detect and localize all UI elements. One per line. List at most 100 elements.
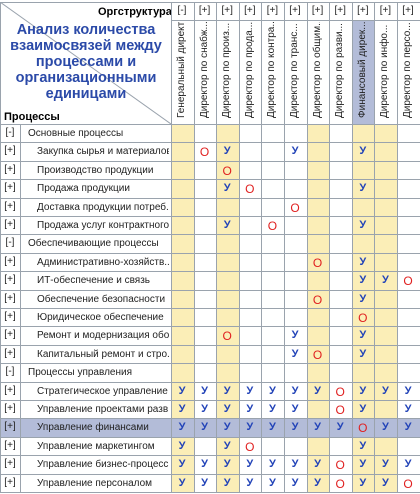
- relation-mark-o[interactable]: О: [290, 200, 300, 215]
- relation-mark-u[interactable]: У: [359, 255, 367, 268]
- relation-mark-u[interactable]: У: [246, 384, 254, 397]
- process-row-label[interactable]: Закупка сырья и материалов: [37, 146, 169, 158]
- process-row-label[interactable]: Юридическое обеспечение: [37, 312, 164, 323]
- relation-mark-u[interactable]: У: [246, 403, 254, 415]
- relation-mark-o[interactable]: О: [312, 347, 323, 362]
- relation-mark-u[interactable]: У: [359, 439, 367, 452]
- relation-mark-u[interactable]: У: [223, 458, 231, 471]
- row-toggle[interactable]: [+]: [4, 182, 16, 194]
- process-row-label[interactable]: Продажа продукции: [37, 183, 130, 195]
- column-header-label[interactable]: Директор по разви...: [334, 23, 346, 118]
- column-toggle[interactable]: [+]: [244, 5, 256, 16]
- relation-mark-u[interactable]: У: [314, 476, 322, 489]
- relation-mark-u[interactable]: У: [404, 384, 412, 397]
- row-toggle[interactable]: [+]: [4, 219, 16, 230]
- column-toggle[interactable]: [+]: [221, 5, 233, 16]
- relation-mark-u[interactable]: У: [359, 476, 367, 489]
- relation-mark-u[interactable]: У: [246, 476, 254, 489]
- row-toggle[interactable]: [+]: [4, 476, 16, 488]
- relation-mark-o[interactable]: О: [312, 255, 323, 270]
- relation-mark-u[interactable]: У: [178, 384, 186, 397]
- row-toggle[interactable]: [+]: [4, 292, 16, 304]
- relation-mark-u[interactable]: У: [291, 145, 299, 158]
- relation-mark-u[interactable]: У: [268, 421, 276, 434]
- relation-mark-o[interactable]: О: [199, 145, 210, 160]
- column-header-label[interactable]: Директор по прода...: [243, 22, 255, 118]
- process-row-label[interactable]: Ремонт и модернизация обо...: [37, 330, 169, 342]
- relation-mark-u[interactable]: У: [178, 458, 186, 471]
- row-toggle[interactable]: [-]: [5, 127, 15, 138]
- relation-mark-u[interactable]: У: [291, 403, 299, 415]
- relation-mark-o[interactable]: О: [222, 329, 232, 344]
- relation-mark-u[interactable]: У: [291, 384, 299, 397]
- relation-mark-o[interactable]: О: [358, 311, 368, 325]
- relation-mark-o[interactable]: О: [335, 476, 345, 491]
- relation-mark-u[interactable]: У: [223, 403, 231, 415]
- relation-mark-u[interactable]: У: [359, 292, 367, 305]
- relation-mark-u[interactable]: У: [404, 458, 412, 471]
- column-toggle[interactable]: [+]: [266, 5, 279, 16]
- relation-mark-u[interactable]: У: [314, 458, 322, 471]
- row-toggle[interactable]: [+]: [4, 439, 16, 451]
- relation-mark-u[interactable]: У: [246, 421, 254, 434]
- process-group-label[interactable]: Основные процессы: [28, 128, 124, 139]
- relation-mark-u[interactable]: У: [359, 458, 367, 471]
- relation-mark-u[interactable]: У: [359, 219, 367, 231]
- relation-mark-o[interactable]: О: [222, 163, 232, 178]
- column-header-label[interactable]: Директор по произ...: [221, 22, 233, 118]
- row-toggle[interactable]: [+]: [4, 145, 16, 157]
- relation-mark-u[interactable]: У: [178, 421, 186, 434]
- process-row-label[interactable]: Производство продукции: [37, 164, 154, 176]
- relation-mark-u[interactable]: У: [223, 439, 231, 452]
- relation-mark-u[interactable]: У: [178, 403, 186, 415]
- row-toggle[interactable]: [+]: [4, 200, 16, 212]
- process-row-label[interactable]: Управление финансами: [37, 422, 149, 434]
- relation-mark-u[interactable]: У: [291, 458, 299, 471]
- relation-mark-u[interactable]: У: [223, 384, 231, 397]
- relation-mark-u[interactable]: У: [359, 347, 367, 360]
- relation-mark-o[interactable]: О: [335, 458, 345, 473]
- relation-mark-o[interactable]: О: [358, 421, 368, 436]
- process-row-label[interactable]: Административно-хозяйств...: [37, 256, 169, 268]
- relation-mark-u[interactable]: У: [291, 329, 299, 342]
- relation-mark-u[interactable]: У: [381, 476, 389, 489]
- relation-mark-u[interactable]: У: [359, 182, 367, 195]
- relation-mark-u[interactable]: У: [359, 403, 367, 415]
- row-toggle[interactable]: [-]: [5, 366, 15, 378]
- relation-mark-u[interactable]: У: [359, 329, 367, 342]
- column-toggle[interactable]: [+]: [379, 5, 392, 16]
- relation-mark-u[interactable]: У: [336, 421, 344, 434]
- column-toggle[interactable]: [-]: [177, 5, 187, 16]
- row-toggle[interactable]: [+]: [4, 421, 16, 433]
- process-row-label[interactable]: Доставка продукции потреб...: [37, 201, 169, 213]
- process-row-label[interactable]: Управление персоналом: [37, 477, 153, 489]
- column-header-label[interactable]: Директор по транс...: [289, 23, 300, 118]
- relation-mark-u[interactable]: У: [201, 476, 209, 489]
- row-toggle[interactable]: [+]: [4, 274, 16, 286]
- column-toggle[interactable]: [+]: [334, 5, 346, 16]
- relation-mark-u[interactable]: У: [359, 384, 367, 397]
- relation-mark-u[interactable]: У: [201, 421, 209, 434]
- relation-mark-o[interactable]: О: [245, 439, 255, 454]
- column-header-label[interactable]: Директор по контра...: [266, 22, 278, 118]
- row-toggle[interactable]: [+]: [4, 403, 16, 414]
- column-header-label[interactable]: Финансовый дирек...: [356, 22, 368, 118]
- relation-mark-u[interactable]: У: [381, 458, 389, 471]
- relation-mark-u[interactable]: У: [223, 182, 231, 195]
- relation-mark-u[interactable]: У: [223, 476, 231, 489]
- row-toggle[interactable]: [+]: [4, 311, 16, 322]
- relation-mark-u[interactable]: У: [223, 145, 231, 158]
- process-row-label[interactable]: Капитальный ремонт и стро...: [37, 348, 169, 360]
- process-group-label[interactable]: Процессы управления: [28, 367, 132, 379]
- relation-mark-u[interactable]: У: [381, 384, 389, 397]
- relation-mark-u[interactable]: У: [314, 421, 322, 434]
- process-row-label[interactable]: ИТ-обеспечение и связь: [37, 275, 151, 287]
- relation-mark-u[interactable]: У: [404, 403, 412, 415]
- relation-mark-u[interactable]: У: [381, 274, 389, 287]
- column-toggle[interactable]: [+]: [357, 5, 369, 16]
- relation-mark-o[interactable]: О: [335, 384, 345, 399]
- process-row-label[interactable]: Обеспечение безопасности: [37, 293, 166, 305]
- row-toggle[interactable]: [-]: [5, 237, 15, 249]
- relation-mark-o[interactable]: О: [312, 292, 323, 307]
- relation-mark-u[interactable]: У: [178, 476, 186, 489]
